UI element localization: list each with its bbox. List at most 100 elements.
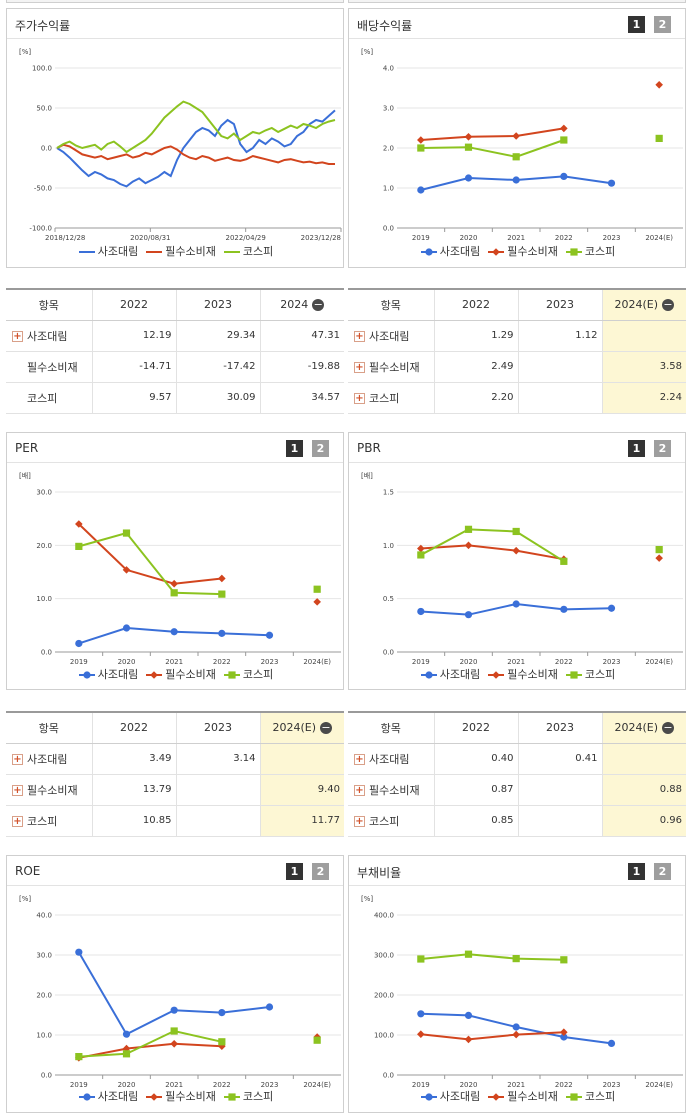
data-point <box>464 950 473 958</box>
series-line <box>420 1031 564 1041</box>
page-2-button[interactable]: 2 <box>312 863 329 880</box>
legend-label: 코스피 <box>242 1090 274 1103</box>
data-point <box>607 179 616 187</box>
expand-icon[interactable]: + <box>354 785 365 796</box>
legend-label: 필수소비재 <box>165 245 216 258</box>
collapse-icon[interactable]: − <box>662 721 675 735</box>
data-point <box>218 629 226 637</box>
expand-icon[interactable]: + <box>354 816 365 827</box>
legend-item: 코스피 <box>565 1088 615 1104</box>
top-strip-right <box>348 0 686 3</box>
row-label[interactable]: + 사조대림 <box>348 743 435 775</box>
chart-legend: 사조대림 필수소비재 코스피 <box>7 666 345 682</box>
expand-icon[interactable]: + <box>354 393 365 404</box>
y-tick-label: 4.0 <box>383 65 394 73</box>
row-label[interactable]: + 사조대림 <box>348 320 435 352</box>
data-point <box>560 605 568 613</box>
x-tick-label: 2021 <box>165 1081 183 1089</box>
series-line <box>420 953 564 961</box>
data-point <box>417 955 425 963</box>
legend-item: 필수소비재 <box>146 1088 216 1104</box>
data-point <box>122 529 131 537</box>
row-label[interactable]: + 코스피 <box>6 805 93 837</box>
chart-legend: 사조대림 필수소비재 코스피 <box>7 243 345 259</box>
data-point <box>512 546 520 555</box>
dividend-yield-panel: 배당수익률 1 2 [%] 4.0 3.0 2.0 1.0 0.0 2019 2020 2021… <box>348 8 686 268</box>
series-line <box>420 528 565 563</box>
data-point <box>122 1030 131 1038</box>
row-label[interactable]: + 코스피 <box>348 805 435 837</box>
data-point <box>464 525 473 533</box>
y-unit-label: [배] <box>361 471 373 480</box>
x-tick-label: 2022 <box>213 658 231 666</box>
page-2-button[interactable]: 2 <box>654 16 671 33</box>
y-tick-label: 100.0 <box>32 65 52 73</box>
data-point <box>464 541 473 550</box>
legend-swatch <box>565 1093 582 1101</box>
panel-header: 배당수익률 1 2 <box>349 9 685 39</box>
series-line <box>77 951 270 1036</box>
page-2-button[interactable]: 2 <box>654 863 671 880</box>
data-point <box>560 956 568 964</box>
legend-swatch <box>78 251 95 253</box>
data-point <box>265 1003 274 1011</box>
legend-swatch <box>420 1093 437 1101</box>
chart-legend: 사조대림 필수소비재 코스피 <box>349 666 687 682</box>
table-row: + 필수소비재 0.87 0.88 <box>348 774 686 806</box>
page-1-button[interactable]: 1 <box>628 16 645 33</box>
expand-icon[interactable]: + <box>12 331 23 342</box>
page-1-button[interactable]: 1 <box>628 440 645 457</box>
y-tick-label: 2.0 <box>383 145 394 153</box>
expand-icon[interactable]: + <box>354 754 365 765</box>
y-tick-label: 20.0 <box>36 992 52 1000</box>
page-1-button[interactable]: 1 <box>628 863 645 880</box>
table-row: + 코스피 2.20 2.24 <box>348 382 686 414</box>
row-label[interactable]: + 필수소비재 <box>348 351 435 383</box>
expand-icon[interactable]: + <box>12 754 23 765</box>
x-tick-label: 2022/04/29 <box>225 234 265 242</box>
table-cell: 1.29 <box>434 320 519 352</box>
expand-icon[interactable]: + <box>354 362 365 373</box>
expand-icon[interactable]: + <box>354 331 365 342</box>
legend-item: 필수소비재 <box>146 243 216 259</box>
data-point <box>464 133 473 141</box>
x-tick-label: 2022 <box>555 658 573 666</box>
x-tick-label: 2023 <box>261 1081 279 1089</box>
legend-marker <box>570 1093 578 1101</box>
y-tick-label: 40.0 <box>36 912 52 920</box>
row-label[interactable]: + 사조대림 <box>6 320 93 352</box>
column-header: 2023 <box>176 289 261 321</box>
legend-item: 필수소비재 <box>146 666 216 682</box>
table-cell <box>176 774 261 806</box>
x-tick-label: 2024(E) <box>303 1081 331 1089</box>
y-unit-label: [%] <box>361 895 373 903</box>
expand-icon[interactable]: + <box>12 816 23 827</box>
data-point <box>512 1023 520 1031</box>
row-label[interactable]: + 사조대림 <box>6 743 93 775</box>
table-cell <box>518 382 603 414</box>
page-2-button[interactable]: 2 <box>312 440 329 457</box>
page-1-button[interactable]: 1 <box>286 863 303 880</box>
y-tick-label: 1.0 <box>383 185 394 193</box>
legend-label: 필수소비재 <box>165 668 216 681</box>
data-point <box>417 607 425 616</box>
collapse-icon[interactable]: − <box>662 298 675 312</box>
row-label[interactable]: + 필수소비재 <box>348 774 435 806</box>
chart-legend: 사조대림 필수소비재 코스피 <box>7 1088 345 1104</box>
legend-marker <box>570 671 578 679</box>
page-1-button[interactable]: 1 <box>286 440 303 457</box>
table-cell: 3.14 <box>176 743 261 775</box>
legend-marker <box>150 1093 159 1101</box>
collapse-icon[interactable]: − <box>320 721 333 735</box>
table-row: + 필수소비재 2.49 3.58 <box>348 351 686 383</box>
data-point <box>218 1009 226 1017</box>
row-label[interactable]: + 필수소비재 <box>6 774 93 806</box>
data-point <box>464 143 473 151</box>
column-header: 2023 <box>176 712 261 744</box>
page-2-button[interactable]: 2 <box>654 440 671 457</box>
expand-icon[interactable]: + <box>12 785 23 796</box>
collapse-icon[interactable]: − <box>312 298 325 312</box>
legend-swatch <box>565 248 582 256</box>
row-label[interactable]: + 코스피 <box>348 382 435 414</box>
